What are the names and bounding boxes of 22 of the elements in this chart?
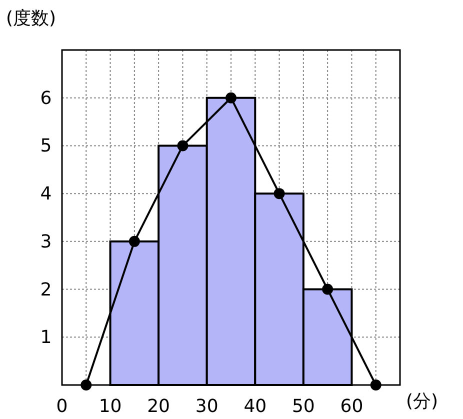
point (274, 188, 285, 200)
y-tick-label: 1 (40, 327, 52, 348)
x-tick-label: 60 (340, 396, 364, 417)
point (322, 284, 334, 295)
x-axis-title: (分) (406, 391, 438, 412)
x-tick-label: 10 (98, 396, 122, 417)
x-tick-label: 40 (244, 396, 267, 417)
x-tick-label: 20 (147, 396, 170, 417)
point (177, 140, 188, 152)
y-tick-label: 3 (40, 231, 52, 252)
x-tick-label: 0 (56, 396, 68, 417)
point (226, 92, 236, 104)
y-tick-label: 4 (40, 184, 52, 205)
y-tick-label: 6 (40, 88, 52, 109)
point (128, 236, 140, 247)
x-tick-label: 50 (292, 396, 315, 417)
y-axis-title: (度数) (6, 8, 56, 29)
point (80, 380, 92, 390)
y-tick-label: 2 (40, 279, 52, 300)
x-tick-label: 30 (195, 396, 218, 417)
point (370, 380, 382, 390)
y-tick-label: 5 (40, 136, 52, 157)
